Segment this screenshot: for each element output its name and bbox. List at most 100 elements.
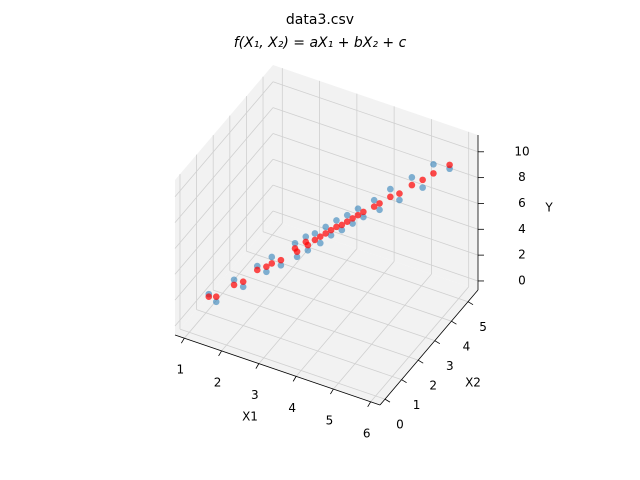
y-axis-label: Y [544,201,553,215]
grid-line [174,133,274,249]
point [349,220,356,227]
y-tick-label: 6 [518,196,526,210]
x1-axis-line [174,334,381,406]
grid-line [370,286,469,403]
point [354,211,362,219]
x1-tick-label: 2 [214,375,222,389]
tick-mark [384,398,391,403]
point [316,239,324,247]
y-tick-label: 2 [518,248,526,262]
point [396,190,403,197]
chart-subtitle: f(X₁, X₂) = aX₁ + bX₂ + c [234,35,407,51]
point [349,215,356,222]
point [338,226,346,234]
y-tick-label: 10 [514,144,529,158]
point [333,217,340,224]
point [304,246,312,254]
tick-mark [451,320,457,325]
x1-tick-label: 6 [363,426,371,440]
x1-tick-label: 3 [251,388,259,402]
point [277,261,285,269]
x1-tick-label: 4 [288,401,296,415]
point [230,276,238,284]
grid-line [229,270,435,342]
point [322,223,329,231]
point [316,233,324,240]
grid-line [272,158,479,230]
x2-tick-label: 0 [396,418,404,432]
grid-line [174,210,274,327]
point [230,281,238,289]
point [370,196,378,204]
point [408,181,416,189]
x2-tick-label: 1 [413,398,421,412]
point [430,161,437,168]
point [387,193,394,201]
grid-line [179,328,386,400]
tick-mark [417,359,424,364]
x2-tick-label: 2 [429,379,437,393]
x2-tick-label: 3 [446,359,454,373]
point [212,298,220,306]
tick-mark [330,388,334,395]
point [327,226,335,234]
grid-line [221,235,320,352]
point [430,170,437,177]
point [419,184,426,191]
point [376,206,383,214]
grid-line [174,159,274,275]
tick-mark [367,401,372,408]
point [327,231,335,239]
y-tick-label: 8 [518,170,526,184]
point [446,161,453,169]
tick-mark [401,379,407,384]
y-tick-label: 4 [518,222,526,236]
point [293,253,301,261]
x2-tick-label: 5 [479,320,487,334]
chart-title: data3.csv [286,12,354,28]
grid-line [174,184,274,301]
point [408,174,416,181]
point [396,196,403,204]
tick-mark [180,337,185,344]
point [343,218,351,225]
tick-mark [467,301,474,306]
grid-line [272,210,479,282]
point [419,176,426,184]
point [205,293,213,300]
point [343,211,351,219]
point [311,230,319,237]
point [212,293,220,300]
grid-line [333,273,432,390]
point [263,268,270,276]
point [354,205,362,212]
x2-axis-label: X2 [465,376,481,390]
grid-line [174,81,274,198]
point [387,185,394,193]
tick-mark [292,376,297,382]
point [360,213,367,221]
left-pane [175,65,273,335]
grid-line [196,309,402,381]
point [370,203,378,210]
grid-line [272,81,479,153]
point [268,253,276,261]
y-tick-label: 0 [518,273,526,287]
tick-mark [218,350,222,357]
point [360,208,367,216]
grid-line [272,184,479,256]
grid-line [213,289,419,361]
point [253,266,261,274]
point [338,221,346,229]
point [302,233,310,241]
grid-line [174,107,274,223]
x2-tick-label: 4 [463,340,471,354]
point [376,200,383,207]
tick-mark [434,340,441,345]
x2-axis-line [379,289,479,406]
point [263,263,270,270]
point [304,241,312,249]
point [322,230,329,237]
point [277,256,285,264]
